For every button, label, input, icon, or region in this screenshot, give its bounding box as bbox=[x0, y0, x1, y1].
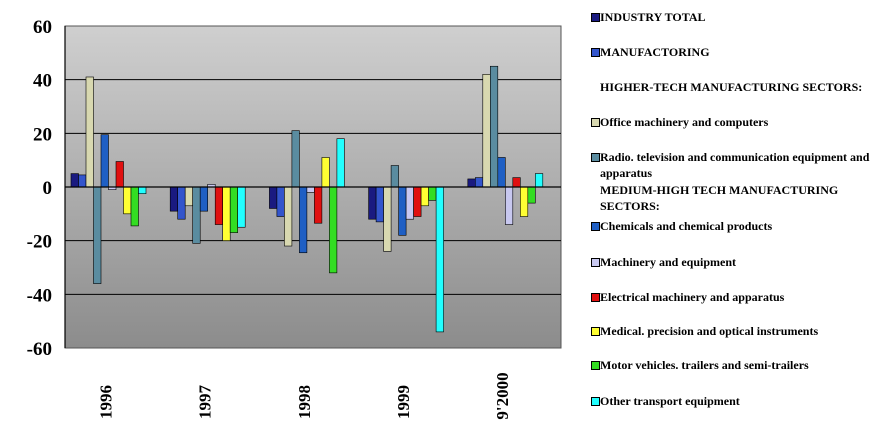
y-tick-label: -20 bbox=[27, 232, 52, 253]
bar bbox=[222, 186, 231, 241]
y-tick-label: -40 bbox=[27, 285, 52, 306]
legend-label: MANUFACTORING bbox=[600, 45, 710, 59]
legend-header-label: HIGHER-TECH MANUFACTURING SECTORS: bbox=[600, 80, 863, 94]
legend-swatch bbox=[591, 397, 600, 406]
legend-label: Medical. precision and optical instrumen… bbox=[600, 324, 819, 338]
y-tick-label: -60 bbox=[27, 339, 52, 360]
bar bbox=[428, 186, 437, 201]
bar bbox=[519, 186, 529, 217]
bar bbox=[405, 186, 414, 220]
y-tick-label: 0 bbox=[43, 178, 53, 199]
bar bbox=[534, 173, 544, 188]
bar bbox=[390, 165, 399, 188]
bar bbox=[130, 186, 139, 227]
y-tick-label: 40 bbox=[33, 71, 52, 92]
legend-swatch bbox=[591, 327, 600, 336]
legend-swatch bbox=[591, 153, 600, 162]
bar bbox=[192, 186, 201, 244]
y-tick-label: 20 bbox=[33, 124, 52, 145]
legend-swatch bbox=[591, 48, 600, 57]
x-tick-labels: 1996 1997 1998 1999 9'2000 bbox=[96, 372, 512, 419]
y-tick-label: 60 bbox=[33, 17, 52, 38]
bar bbox=[70, 173, 79, 188]
bar bbox=[336, 138, 345, 188]
bar bbox=[184, 186, 193, 207]
bar bbox=[398, 186, 407, 236]
bar bbox=[527, 186, 536, 204]
bar bbox=[489, 65, 499, 188]
bar bbox=[383, 186, 392, 252]
bar bbox=[229, 186, 238, 233]
bar bbox=[291, 130, 300, 188]
bar bbox=[299, 186, 308, 254]
bar bbox=[237, 186, 246, 228]
bar bbox=[512, 177, 521, 188]
legend-label: Chemicals and chemical products bbox=[600, 219, 773, 233]
bar bbox=[306, 186, 315, 193]
bar bbox=[169, 186, 178, 212]
bar-chart: -60 -40 -20 0 20 40 60 1996 1997 1998 1999 9'2000 bbox=[27, 17, 562, 420]
y-tick-labels: -60 -40 -20 0 20 40 60 bbox=[27, 17, 52, 360]
legend-swatch bbox=[591, 13, 600, 22]
bar bbox=[420, 186, 429, 207]
bar bbox=[138, 186, 147, 195]
bar bbox=[115, 161, 124, 188]
bar bbox=[435, 186, 444, 333]
legend-label: Motor vehicles. trailers and semi-traile… bbox=[600, 358, 809, 372]
bar bbox=[93, 186, 102, 284]
axes bbox=[64, 26, 561, 348]
bar bbox=[123, 186, 132, 215]
bar bbox=[504, 186, 514, 225]
bar bbox=[482, 74, 491, 188]
bar bbox=[329, 186, 338, 274]
bar bbox=[276, 186, 285, 217]
bar bbox=[177, 186, 186, 220]
legend-swatch bbox=[591, 118, 600, 127]
legend-swatch bbox=[591, 293, 600, 302]
x-tick-label: 1999 bbox=[394, 385, 413, 419]
bar bbox=[199, 186, 208, 212]
bar bbox=[375, 186, 384, 223]
bar bbox=[467, 178, 476, 188]
legend-swatch bbox=[591, 361, 600, 370]
legend: INDUSTRY TOTAL MANUFACTORING HIGHER-TECH M… bbox=[589, 0, 879, 441]
x-tick-label: 1997 bbox=[196, 385, 215, 420]
legend-swatch bbox=[591, 222, 600, 231]
bar bbox=[314, 186, 323, 224]
legend-label: INDUSTRY TOTAL bbox=[600, 10, 706, 24]
bar bbox=[474, 177, 484, 188]
bar bbox=[269, 186, 278, 209]
legend-header-label: MEDIUM-HIGH TECH MANUFACTURING SECTORS: bbox=[600, 183, 839, 213]
bar bbox=[100, 134, 109, 188]
bar bbox=[497, 157, 506, 188]
bar bbox=[214, 186, 223, 225]
legend-label: Other transport equipment bbox=[600, 394, 740, 408]
bar bbox=[321, 157, 330, 188]
bar bbox=[413, 186, 422, 217]
x-tick-label: 1996 bbox=[96, 385, 115, 419]
bar bbox=[78, 174, 87, 188]
legend-swatch bbox=[591, 258, 600, 267]
bar bbox=[368, 186, 377, 220]
bar bbox=[284, 186, 293, 247]
x-tick-label: 1998 bbox=[295, 385, 314, 419]
legend-label: Office machinery and computers bbox=[600, 115, 769, 129]
x-tick-label: 9'2000 bbox=[493, 372, 512, 419]
bars bbox=[70, 65, 544, 333]
legend-label: Machinery and equipment bbox=[600, 255, 737, 269]
bar bbox=[85, 76, 94, 188]
legend-label: Radio. television and communication equi… bbox=[600, 150, 870, 180]
legend-label: Electrical machinery and apparatus bbox=[600, 290, 785, 304]
